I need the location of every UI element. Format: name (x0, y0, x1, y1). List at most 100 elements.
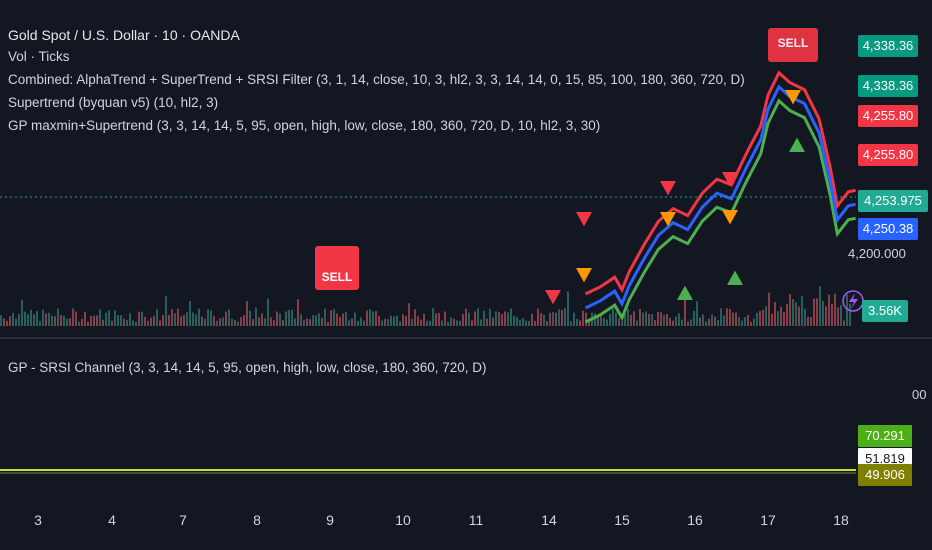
volume-bar (351, 318, 353, 326)
volume-bar (186, 311, 188, 326)
volume-bar (327, 321, 329, 326)
volume-bar (261, 313, 263, 326)
volume-bar (780, 306, 782, 326)
volume-bar (711, 314, 713, 326)
volume-bar (273, 320, 275, 326)
osc-axis-label: 00 (912, 387, 927, 402)
buy-marker (789, 137, 805, 152)
volume-bar (735, 312, 737, 326)
volume-bar (552, 312, 554, 326)
volume-bar (615, 312, 617, 326)
volume-bar (162, 315, 164, 326)
volume-bar (624, 313, 626, 326)
volume-bar (654, 320, 656, 326)
volume-bar (30, 309, 32, 326)
volume-bar (216, 320, 218, 326)
volume-bar (705, 321, 707, 326)
volume-bar (765, 306, 767, 326)
volume-bar (462, 314, 464, 326)
volume-bar (453, 318, 455, 326)
volume-bar (507, 312, 509, 326)
sell-badge-top: SELL (768, 28, 818, 62)
alphatrend-series-line (584, 84, 856, 310)
volume-bar (75, 311, 77, 326)
volume-bar (399, 321, 401, 326)
volume-bar (183, 314, 185, 326)
volume-bar (372, 311, 374, 326)
volume-bar (717, 320, 719, 326)
volume-bar (441, 320, 443, 326)
volume-bar (213, 316, 215, 326)
volume-bar (429, 320, 431, 326)
legend-volume[interactable]: Vol · Ticks (8, 49, 70, 64)
volume-bar (336, 313, 338, 326)
volume-bar (474, 311, 476, 326)
volume-bar (630, 314, 632, 326)
price-line (584, 84, 856, 310)
volume-bar (444, 311, 446, 326)
volume-bar (840, 305, 842, 326)
volume-bar (339, 316, 341, 326)
volume-bar (285, 311, 287, 326)
volume-bar (597, 315, 599, 326)
volume-bar (612, 308, 614, 326)
symbol-title[interactable]: Gold Spot / U.S. Dollar · 10 · OANDA (8, 27, 240, 43)
volume-bar (87, 321, 89, 326)
volume-bar (420, 319, 422, 326)
volume-bar (234, 320, 236, 326)
volume-bar (66, 318, 68, 326)
volume-bar (648, 313, 650, 326)
date-tick-17: 17 (760, 512, 776, 528)
volume-bar (168, 315, 170, 326)
volume-bar (594, 313, 596, 326)
volume-bar (633, 311, 635, 326)
volume-bar (69, 318, 71, 326)
volume-bar (54, 316, 56, 326)
volume-bar (363, 320, 365, 326)
volume-bar (15, 318, 17, 326)
legend-srsi-channel[interactable]: GP - SRSI Channel (3, 3, 14, 14, 5, 95, … (8, 360, 487, 375)
sell-marker (660, 181, 676, 196)
volume-bar (819, 286, 821, 326)
volume-bar (477, 308, 479, 326)
volume-bar (297, 299, 299, 326)
price-tag-high-1: 4,338.36 (858, 35, 918, 57)
volume-bar (468, 312, 470, 326)
volume-bar (18, 314, 20, 326)
legend-gp-maxmin[interactable]: GP maxmin+Supertrend (3, 3, 14, 14, 5, 9… (8, 118, 601, 133)
volume-bar (42, 309, 44, 326)
volume-bar (678, 313, 680, 326)
sell-marker (722, 172, 738, 187)
volume-bar (549, 312, 551, 326)
volume-bar (33, 314, 35, 326)
legend-supertrend[interactable]: Supertrend (byquan v5) (10, hl2, 3) (8, 95, 219, 110)
volume-bar (642, 312, 644, 326)
volume-bar (537, 308, 539, 326)
volume-bar (204, 318, 206, 326)
volume-bar (270, 317, 272, 326)
volume-bar (114, 310, 116, 326)
volume-bar (315, 315, 317, 326)
volume-bar (498, 312, 500, 326)
volume-bar (288, 309, 290, 326)
volume-bar (807, 316, 809, 326)
volume-bar (681, 319, 683, 326)
volume-bar (108, 310, 110, 326)
volume-bar (504, 311, 506, 326)
price-tag-alphatrend: 4,250.38 (858, 218, 918, 240)
volume-bar (657, 312, 659, 326)
volume-bar (561, 309, 563, 326)
volume-bar (318, 313, 320, 326)
volume-bar (714, 316, 716, 326)
volume-bar (777, 311, 779, 326)
volume-bar (516, 316, 518, 326)
volume-bar (609, 313, 611, 326)
date-tick-8: 8 (253, 512, 261, 528)
volume-bar (831, 303, 833, 326)
volume-bar (426, 320, 428, 326)
volume-bar (246, 301, 248, 326)
volume-bar (90, 315, 92, 326)
price-tag-high-2: 4,338.36 (858, 75, 918, 97)
legend-combined[interactable]: Combined: AlphaTrend + SuperTrend + SRSI… (8, 72, 745, 87)
